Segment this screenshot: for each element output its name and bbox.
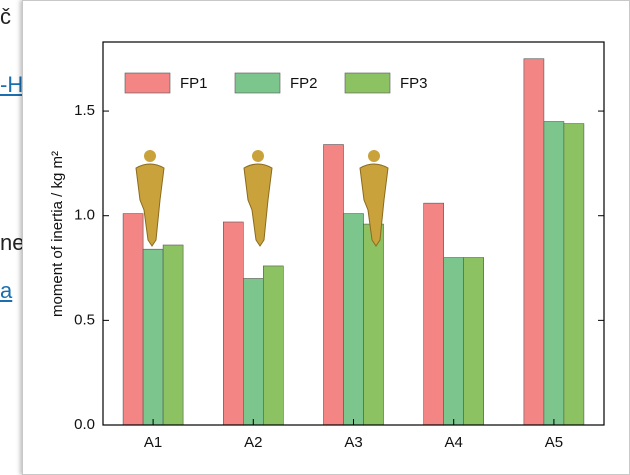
figurine-body [244,164,272,246]
bar [344,214,364,425]
legend-swatch [345,73,390,93]
bar [364,224,384,425]
y-tick-label: 1.0 [74,207,95,224]
bar [464,258,484,425]
x-tick-label: A1 [144,434,162,451]
legend-label: FP1 [180,75,208,92]
x-tick-label: A3 [344,434,362,451]
bar [263,266,283,425]
legend-label: FP2 [290,75,318,92]
bar [524,59,544,425]
page: {"background": {"fragments": ["č", "-H",… [0,0,630,475]
x-tick-label: A5 [545,434,563,451]
figurine-head [252,150,264,162]
x-tick-label: A2 [244,434,262,451]
legend-swatch [125,73,170,93]
y-axis-label: moment of inertia / kg m² [49,151,66,317]
y-tick-label: 1.5 [74,102,95,119]
bar [424,203,444,425]
legend-swatch [235,73,280,93]
bar [444,258,464,425]
bar [564,124,584,425]
bar [223,222,243,425]
bar [243,278,263,425]
bar [324,145,344,425]
figurine [244,150,272,246]
figurine-head [144,150,156,162]
figurine-head [368,150,380,162]
legend-label: FP3 [400,75,428,92]
bar [143,249,163,425]
chart: moment of inertia / kg m² 0.0 0.5 1.0 1.5 A1… [0,0,630,475]
y-tick-label: 0.5 [74,311,95,328]
x-tick-label: A4 [445,434,463,451]
y-tick-label: 0.0 [74,416,95,433]
bar [123,214,143,425]
bar [163,245,183,425]
bar [544,122,564,425]
